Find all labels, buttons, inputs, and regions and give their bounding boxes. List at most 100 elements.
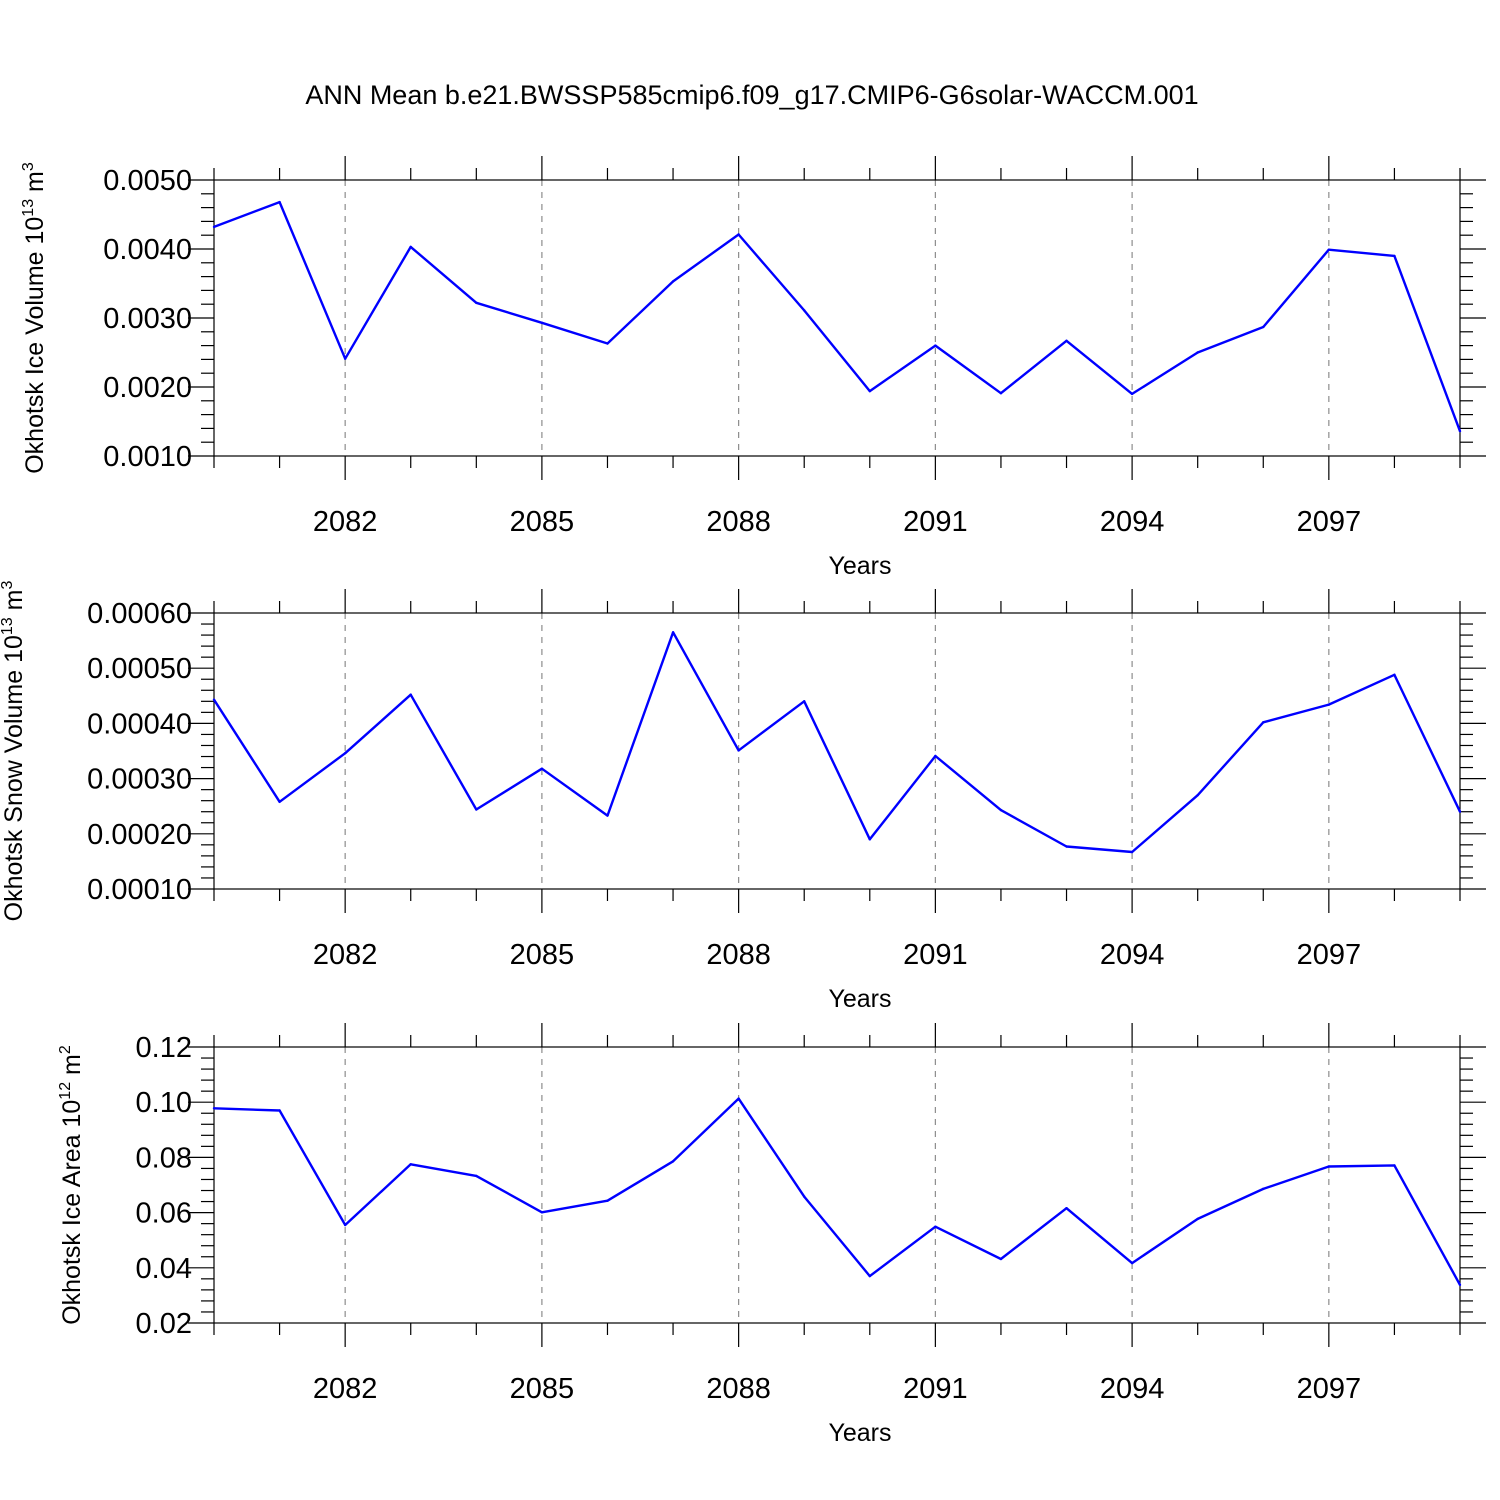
data-point (1327, 1165, 1331, 1168)
x-tick-label: 2097 (1297, 939, 1362, 971)
data-point (1130, 392, 1134, 396)
data-point (606, 342, 609, 345)
data-point (737, 1097, 740, 1100)
x-tick-label: 2097 (1297, 1373, 1362, 1405)
y-axis-label-ylabel-exp: 13 (0, 617, 16, 635)
data-point (737, 749, 740, 752)
y-axis-label: Okhotsk Ice Volume 1013 m3 (20, 162, 49, 474)
data-point (343, 1223, 347, 1227)
data-point (1393, 254, 1396, 258)
y-axis-label-ylabel-exp: 13 (20, 199, 37, 217)
y-axis-label: Okhotsk Snow Volume 1013 m3 (0, 581, 28, 922)
data-point (212, 698, 216, 701)
y-axis-label-ylabel-unit-exp: 3 (0, 581, 16, 590)
data-point (1262, 1187, 1265, 1191)
y-tick-label: 0.00050 (87, 653, 192, 685)
data-point (1065, 1206, 1068, 1210)
y-tick-label: 0.0010 (103, 441, 192, 473)
x-tick-label: 2088 (706, 506, 771, 538)
y-tick-label: 0.0050 (103, 165, 192, 197)
figure-title: ANN Mean b.e21.BWSSP585cmip6.f09_g17.CMI… (305, 80, 1198, 110)
x-tick-label: 2085 (510, 506, 575, 538)
data-point (934, 1225, 937, 1228)
y-tick-label: 0.08 (136, 1142, 192, 1174)
data-point (1393, 673, 1396, 677)
data-point (1130, 1261, 1134, 1265)
y-tick-label: 0.06 (136, 1198, 192, 1230)
y-axis-label-ylabel: Okhotsk Ice Area 10 (58, 1100, 86, 1325)
data-point (409, 693, 412, 696)
data-point (934, 754, 937, 758)
data-point (934, 344, 937, 347)
data-point (540, 767, 544, 770)
x-tick-label: 2085 (510, 1373, 575, 1405)
x-tick-label: 2094 (1100, 506, 1165, 538)
data-point (1393, 1164, 1396, 1167)
panel-top: 2082 2085 2088 2091 2094 2097 0.0010 0.0020 0.00… (20, 156, 1486, 580)
panel-bottom: 2082 2085 2088 2091 2094 2097 0.02 0.04 0.06 0.08… (57, 1023, 1486, 1447)
data-point (1458, 1283, 1462, 1287)
data-point (409, 245, 412, 249)
y-tick-label: 0.04 (136, 1253, 192, 1285)
x-tick-label: 2082 (313, 1373, 378, 1405)
y-tick-label: 0.00040 (87, 708, 192, 740)
y-tick-label: 0.00010 (87, 874, 192, 906)
x-tick-label: 2091 (903, 506, 968, 538)
x-tick-label: 2085 (510, 939, 575, 971)
y-axis-label-ylabel: Okhotsk Ice Volume 10 (21, 217, 49, 474)
y-axis-label: Okhotsk Ice Area 1012 m2 (57, 1045, 86, 1325)
data-point (737, 233, 740, 236)
series-line-middle (212, 631, 1462, 854)
x-tick-label: 2094 (1100, 939, 1165, 971)
data-point (475, 1174, 478, 1178)
y-tick-label: 0.12 (136, 1032, 192, 1064)
x-axis-label: Years (828, 1419, 891, 1447)
data-point (278, 1109, 281, 1112)
y-tick-label: 0.00020 (87, 819, 192, 851)
data-point (1458, 810, 1462, 813)
data-point (1262, 325, 1265, 329)
data-point (868, 389, 871, 393)
y-axis-label-ylabel-unit: m (58, 1054, 86, 1082)
data-point (409, 1163, 412, 1166)
data-point (803, 700, 806, 703)
data-point (540, 321, 544, 325)
y-tick-label: 0.0040 (103, 234, 192, 266)
data-point (1458, 429, 1462, 433)
data-point (343, 357, 347, 360)
data-point (868, 838, 871, 841)
x-tick-label: 2097 (1297, 506, 1362, 538)
y-tick-label: 0.0020 (103, 372, 192, 404)
panels: 2082 2085 2088 2091 2094 2097 0.0010 0.0020 0.00… (0, 156, 1486, 1447)
y-axis-label-ylabel-exp: 12 (57, 1082, 74, 1100)
data-point (278, 200, 281, 204)
y-axis-label-ylabel-unit: m (21, 171, 49, 199)
data-point (606, 1199, 609, 1202)
series-line-top (213, 200, 1462, 432)
data-point (1130, 850, 1134, 854)
plot-frame (213, 179, 1461, 457)
y-tick-label: 0.10 (136, 1087, 192, 1119)
series-line-bottom (213, 1097, 1462, 1286)
x-axis-label: Years (828, 552, 891, 580)
y-axis-label-ylabel-unit: m (0, 590, 28, 618)
data-point (1196, 351, 1199, 354)
x-tick-label: 2091 (903, 1373, 968, 1405)
data-point (1327, 248, 1331, 251)
data-point (671, 1160, 675, 1163)
y-axis-label-ylabel-unit-exp: 3 (20, 162, 37, 171)
y-tick-label: 0.00030 (87, 764, 192, 796)
y-axis-label-ylabel-unit-exp: 2 (57, 1045, 74, 1054)
data-point (1065, 845, 1068, 848)
data-point (671, 280, 675, 283)
y-tick-label: 0.00060 (87, 598, 192, 630)
x-tick-label: 2094 (1100, 1373, 1165, 1405)
plot-frame (213, 612, 1461, 890)
data-point (475, 301, 478, 305)
data-point (868, 1274, 871, 1278)
plot-frame (213, 1046, 1461, 1324)
data-point (803, 309, 806, 312)
data-point (212, 225, 216, 229)
data-point (475, 808, 478, 811)
